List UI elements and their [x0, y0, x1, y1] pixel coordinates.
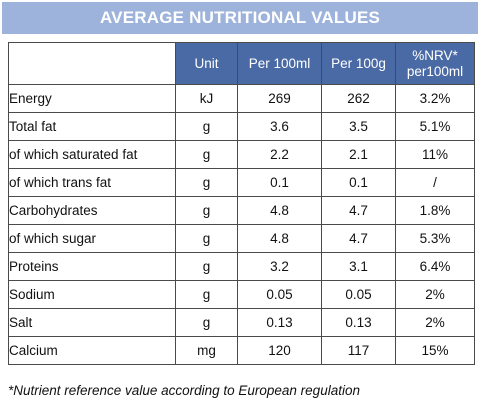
- unit-cell: g: [175, 140, 238, 169]
- nrv-cell: 1.8%: [395, 196, 475, 225]
- per-100g-cell: 0.1: [321, 168, 396, 197]
- table-row: Energy kJ 269 262 3.2%: [8, 84, 475, 113]
- per-100g-cell: 4.7: [321, 196, 396, 225]
- nrv-cell: 15%: [395, 336, 475, 365]
- per-100ml-cell: 3.2: [237, 252, 322, 281]
- title-banner: AVERAGE NUTRITIONAL VALUES: [2, 2, 478, 34]
- per-100g-cell: 0.13: [321, 308, 396, 337]
- header-per-100g: Per 100g: [321, 42, 396, 85]
- per-100g-cell: 0.05: [321, 280, 396, 309]
- table-row: Calcium mg 120 117 15%: [8, 336, 475, 365]
- unit-cell: g: [175, 280, 238, 309]
- nutrient-name: Carbohydrates: [8, 196, 176, 225]
- nrv-cell: 5.1%: [395, 112, 475, 141]
- per-100ml-cell: 269: [237, 84, 322, 113]
- nutrient-name: Calcium: [8, 336, 176, 365]
- per-100ml-cell: 0.05: [237, 280, 322, 309]
- header-nrv-line2: per100ml: [406, 63, 464, 79]
- header-per-100ml: Per 100ml: [237, 42, 322, 85]
- table-row: Carbohydrates g 4.8 4.7 1.8%: [8, 196, 475, 225]
- per-100g-cell: 3.5: [321, 112, 396, 141]
- nutrient-name: of which trans fat: [8, 168, 176, 197]
- nutrient-name: of which saturated fat: [8, 140, 176, 169]
- nrv-cell: 6.4%: [395, 252, 475, 281]
- unit-cell: mg: [175, 336, 238, 365]
- footnote: *Nutrient reference value according to E…: [8, 383, 360, 398]
- table-row: Total fat g 3.6 3.5 5.1%: [8, 112, 475, 141]
- header-nrv-line1: %NRV*: [412, 47, 458, 63]
- per-100g-cell: 262: [321, 84, 396, 113]
- table-row: of which sugar g 4.8 4.7 5.3%: [8, 224, 475, 253]
- header-unit: Unit: [175, 42, 238, 85]
- per-100g-cell: 117: [321, 336, 396, 365]
- per-100g-cell: 3.1: [321, 252, 396, 281]
- per-100ml-cell: 4.8: [237, 196, 322, 225]
- nutrient-name: of which sugar: [8, 224, 176, 253]
- nrv-cell: 5.3%: [395, 224, 475, 253]
- per-100ml-cell: 2.2: [237, 140, 322, 169]
- unit-cell: g: [175, 112, 238, 141]
- unit-cell: g: [175, 224, 238, 253]
- nrv-cell: 2%: [395, 280, 475, 309]
- table-row: Proteins g 3.2 3.1 6.4%: [8, 252, 475, 281]
- nutrient-name: Total fat: [8, 112, 176, 141]
- unit-cell: g: [175, 252, 238, 281]
- per-100g-cell: 4.7: [321, 224, 396, 253]
- unit-cell: g: [175, 168, 238, 197]
- nutrient-name: Sodium: [8, 280, 176, 309]
- per-100ml-cell: 0.13: [237, 308, 322, 337]
- table-row: Salt g 0.13 0.13 2%: [8, 308, 475, 337]
- nrv-cell: 2%: [395, 308, 475, 337]
- unit-cell: g: [175, 308, 238, 337]
- nrv-cell: 11%: [395, 140, 475, 169]
- page-title: AVERAGE NUTRITIONAL VALUES: [99, 8, 381, 27]
- per-100ml-cell: 3.6: [237, 112, 322, 141]
- nutrition-table: Unit Per 100ml Per 100g %NRV* per100ml E…: [8, 42, 475, 365]
- nrv-cell: 3.2%: [395, 84, 475, 113]
- table-row: of which trans fat g 0.1 0.1/: [8, 168, 475, 197]
- header-row: Unit Per 100ml Per 100g %NRV* per100ml: [8, 42, 475, 85]
- per-100g-cell: 2.1: [321, 140, 396, 169]
- unit-cell: g: [175, 196, 238, 225]
- nutrient-name: Salt: [8, 308, 176, 337]
- table-row: of which saturated fat g 2.2 2.1 11%: [8, 140, 475, 169]
- header-blank-cell: [8, 42, 176, 85]
- nutrient-name: Energy: [8, 84, 176, 113]
- nutrient-name: Proteins: [8, 252, 176, 281]
- per-100ml-cell: 120: [237, 336, 322, 365]
- header-nrv: %NRV* per100ml: [395, 42, 475, 85]
- per-100ml-cell: 4.8: [237, 224, 322, 253]
- unit-cell: kJ: [175, 84, 238, 113]
- nrv-cell: /: [395, 168, 475, 197]
- table-row: Sodium g 0.05 0.05 2%: [8, 280, 475, 309]
- per-100ml-cell: 0.1: [237, 168, 322, 197]
